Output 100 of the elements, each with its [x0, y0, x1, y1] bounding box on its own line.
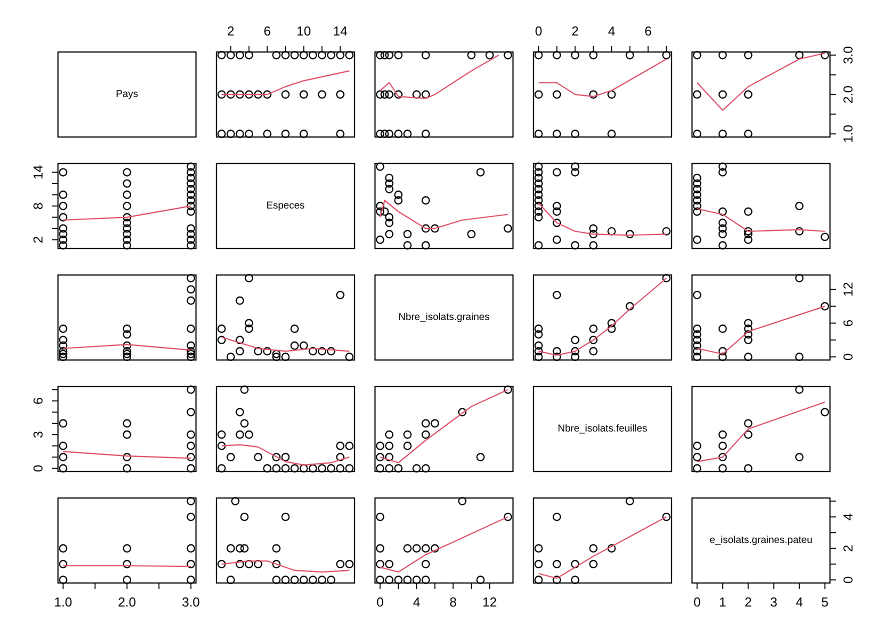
point — [422, 576, 430, 584]
point — [476, 452, 485, 462]
point — [692, 464, 702, 473]
point — [308, 347, 318, 356]
point — [186, 408, 196, 416]
point — [226, 544, 235, 553]
point — [552, 236, 562, 244]
point — [430, 419, 440, 428]
point — [122, 168, 132, 176]
y-tick-label: 2.0 — [840, 85, 856, 104]
point — [376, 512, 384, 522]
point — [718, 50, 727, 60]
point — [607, 544, 616, 553]
point — [692, 190, 702, 199]
point — [403, 442, 412, 450]
point — [589, 230, 598, 238]
point — [820, 408, 830, 416]
point — [534, 347, 543, 356]
point — [186, 347, 196, 356]
point — [626, 230, 634, 238]
point — [692, 174, 702, 182]
point — [186, 230, 196, 238]
point — [718, 168, 727, 176]
point — [744, 227, 752, 236]
point — [122, 218, 132, 228]
point — [217, 464, 226, 473]
point — [504, 385, 512, 394]
point — [281, 576, 290, 584]
point — [552, 290, 562, 300]
point — [122, 213, 132, 222]
point — [589, 560, 598, 568]
point — [336, 290, 344, 300]
x-tick-label: 0 — [693, 594, 701, 610]
point — [226, 452, 235, 462]
point — [692, 452, 702, 462]
point — [422, 224, 430, 233]
point — [534, 560, 543, 568]
point — [300, 464, 308, 473]
point — [744, 50, 752, 60]
y-tick-label: 6 — [30, 397, 46, 405]
x-tick-label: 0 — [376, 594, 384, 610]
point — [300, 576, 308, 584]
point — [476, 168, 485, 176]
point — [122, 230, 132, 238]
point — [692, 196, 702, 205]
point — [589, 224, 598, 233]
point — [744, 419, 752, 428]
point — [504, 224, 512, 233]
point — [534, 162, 543, 171]
point — [58, 224, 68, 233]
point — [795, 274, 804, 282]
point — [744, 464, 752, 473]
point — [412, 576, 421, 584]
point — [290, 464, 299, 473]
point — [552, 202, 562, 210]
point — [458, 496, 466, 506]
point — [385, 576, 394, 584]
point — [718, 130, 727, 138]
point — [534, 202, 543, 210]
point — [403, 230, 412, 238]
point — [744, 336, 752, 344]
point — [403, 241, 412, 250]
x-tick-label: 6 — [644, 23, 652, 38]
point — [186, 190, 196, 199]
point — [58, 347, 68, 356]
x-tick-label: 12 — [482, 594, 497, 610]
point — [326, 464, 336, 473]
point — [376, 576, 384, 584]
point — [186, 296, 196, 305]
point — [692, 50, 702, 60]
point — [534, 168, 543, 176]
point — [422, 544, 430, 553]
point — [570, 347, 580, 356]
point — [692, 336, 702, 344]
point — [236, 408, 244, 416]
point — [58, 168, 68, 176]
point — [122, 341, 132, 350]
point — [186, 324, 196, 333]
point — [318, 576, 326, 584]
x-tick-label: 1 — [719, 594, 726, 610]
text: Especes — [266, 200, 305, 212]
point — [186, 168, 196, 176]
point — [589, 347, 598, 356]
point — [570, 352, 580, 362]
point — [122, 430, 132, 439]
point — [718, 90, 727, 99]
point — [186, 496, 196, 506]
x-tick-label: 4 — [608, 23, 616, 38]
point — [552, 168, 562, 176]
point — [570, 336, 580, 344]
y-tick-label: 4 — [840, 513, 856, 521]
y-tick-label: 3.0 — [840, 46, 856, 64]
point — [394, 576, 403, 584]
point — [718, 162, 727, 171]
point — [376, 464, 384, 473]
point — [662, 512, 671, 522]
point — [744, 352, 752, 362]
point — [534, 190, 543, 199]
point — [534, 576, 543, 584]
point — [244, 318, 254, 328]
